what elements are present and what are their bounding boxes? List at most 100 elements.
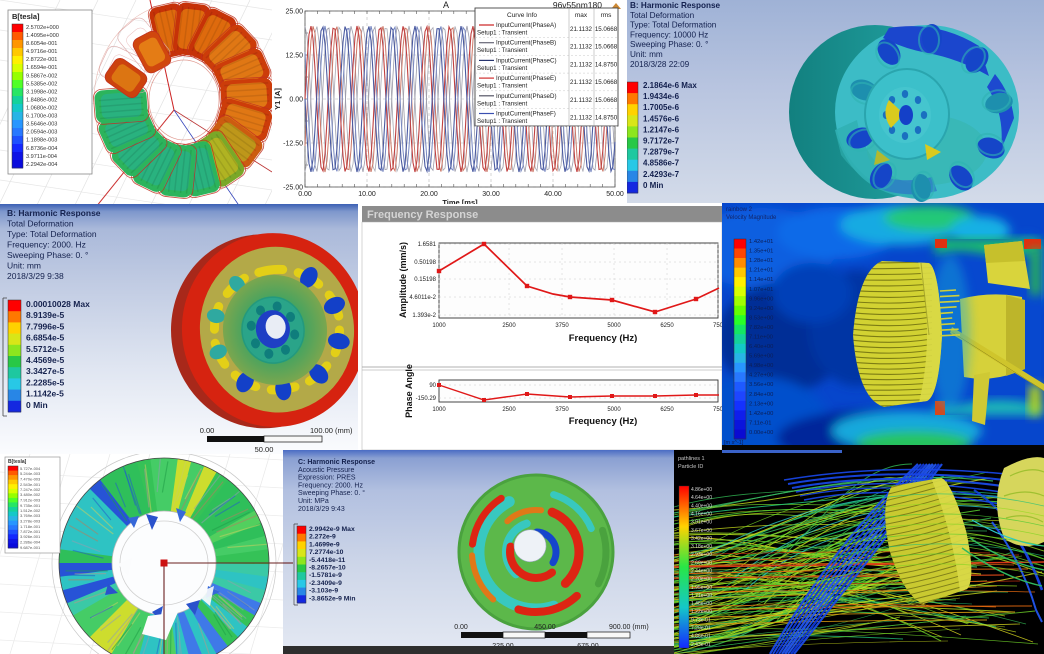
svg-text:0.00: 0.00 — [289, 97, 303, 104]
svg-text:2.9942e-9 Max: 2.9942e-9 Max — [309, 526, 355, 533]
svg-text:1.07e+01: 1.07e+01 — [749, 287, 773, 293]
svg-text:1.8486e-002: 1.8486e-002 — [26, 98, 57, 104]
svg-text:8.6054e-001: 8.6054e-001 — [26, 41, 57, 47]
svg-text:7.2774e-10: 7.2774e-10 — [309, 549, 344, 556]
svg-text:0 Min: 0 Min — [26, 400, 48, 410]
svg-text:1.393e-2: 1.393e-2 — [412, 313, 436, 319]
svg-text:3.56e+00: 3.56e+00 — [749, 382, 773, 388]
svg-text:Frequency: 10000 Hz: Frequency: 10000 Hz — [630, 30, 708, 39]
svg-text:50.00: 50.00 — [255, 445, 274, 454]
svg-text:21.1132: 21.1132 — [570, 97, 592, 104]
svg-text:3750: 3750 — [555, 323, 569, 329]
svg-text:-2.3409e-9: -2.3409e-9 — [309, 580, 342, 587]
svg-text:InputCurrent(PhaseB): InputCurrent(PhaseB) — [496, 40, 556, 47]
svg-text:96v55nm180: 96v55nm180 — [553, 0, 602, 10]
svg-text:4.27e+00: 4.27e+00 — [749, 373, 773, 379]
svg-text:5000: 5000 — [607, 407, 621, 413]
svg-text:21.1132: 21.1132 — [570, 79, 592, 86]
svg-text:5.69e+00: 5.69e+00 — [749, 354, 773, 360]
svg-text:1.4576e-6: 1.4576e-6 — [643, 114, 680, 123]
svg-text:450.00: 450.00 — [534, 624, 556, 631]
svg-text:0.15198: 0.15198 — [414, 277, 436, 283]
svg-text:2.0594e-003: 2.0594e-003 — [26, 130, 57, 136]
svg-text:2.8722e-001: 2.8722e-001 — [26, 57, 57, 63]
svg-text:3.1998e-002: 3.1998e-002 — [26, 89, 57, 95]
svg-text:0.00: 0.00 — [454, 624, 468, 631]
svg-text:3.18e+00: 3.18e+00 — [691, 544, 712, 550]
svg-text:5.727e-004: 5.727e-004 — [20, 466, 41, 471]
svg-text:9.7172e-7: 9.7172e-7 — [643, 137, 680, 146]
svg-text:4.9716e-001: 4.9716e-001 — [26, 49, 57, 55]
svg-text:1.42e+01: 1.42e+01 — [749, 239, 773, 245]
svg-text:9.96e+00: 9.96e+00 — [749, 296, 773, 302]
svg-text:2018/3/28 22:09: 2018/3/28 22:09 — [630, 60, 690, 69]
svg-text:1.7005e-6: 1.7005e-6 — [643, 103, 680, 112]
svg-text:B: Harmonic Response: B: Harmonic Response — [7, 208, 101, 218]
svg-text:[m s^-1]: [m s^-1] — [724, 440, 744, 446]
svg-text:-5.4418e-11: -5.4418e-11 — [309, 557, 346, 564]
svg-text:Unit: mm: Unit: mm — [7, 261, 41, 271]
svg-text:1.4095e+000: 1.4095e+000 — [26, 33, 59, 39]
svg-text:3.278e-003: 3.278e-003 — [20, 519, 41, 524]
svg-text:Particle ID: Particle ID — [678, 464, 703, 470]
svg-text:1.512e-002: 1.512e-002 — [20, 508, 41, 513]
svg-text:Frequency: 2000. Hz: Frequency: 2000. Hz — [298, 482, 363, 489]
svg-text:21.1132: 21.1132 — [570, 26, 592, 33]
svg-text:Setup1 : Transient: Setup1 : Transient — [477, 100, 527, 107]
svg-text:Frequency (Hz): Frequency (Hz) — [569, 333, 638, 344]
svg-text:-8.2657e-10: -8.2657e-10 — [309, 565, 346, 572]
svg-text:2018/3/29 9:38: 2018/3/29 9:38 — [7, 271, 64, 281]
svg-text:B[tesla]: B[tesla] — [12, 12, 40, 21]
svg-text:InputCurrent(PhaseE): InputCurrent(PhaseE) — [496, 75, 556, 82]
svg-text:2.84e+00: 2.84e+00 — [749, 392, 773, 398]
svg-text:Amplitude (mm/s): Amplitude (mm/s) — [398, 242, 408, 318]
svg-text:1.2147e-6: 1.2147e-6 — [643, 125, 680, 134]
svg-text:Frequency: 2000. Hz: Frequency: 2000. Hz — [7, 240, 86, 250]
svg-text:3.5646e-003: 3.5646e-003 — [26, 122, 57, 128]
svg-text:InputCurrent(PhaseD): InputCurrent(PhaseD) — [496, 93, 557, 100]
svg-text:3.67e+00: 3.67e+00 — [691, 528, 712, 534]
svg-text:21.1132: 21.1132 — [570, 115, 592, 122]
svg-text:4.6011e-2: 4.6011e-2 — [409, 295, 436, 301]
svg-text:Sweeping Phase: 0. °: Sweeping Phase: 0. ° — [630, 40, 708, 49]
svg-text:1.0680e-002: 1.0680e-002 — [26, 106, 57, 112]
svg-text:2.93e+00: 2.93e+00 — [691, 552, 712, 558]
svg-text:750: 750 — [713, 323, 722, 329]
svg-text:1.718e-001: 1.718e-001 — [20, 524, 41, 529]
svg-text:Total Deformation: Total Deformation — [630, 11, 695, 20]
svg-text:3.480e-002: 3.480e-002 — [20, 492, 41, 497]
svg-text:3.3427e-5: 3.3427e-5 — [26, 366, 65, 376]
svg-text:1000: 1000 — [432, 323, 446, 329]
svg-text:-12.50: -12.50 — [283, 141, 303, 148]
svg-text:6.1700e-003: 6.1700e-003 — [26, 114, 57, 120]
svg-text:Total Deformation: Total Deformation — [7, 219, 74, 229]
svg-text:750: 750 — [713, 407, 722, 413]
svg-text:21.1132: 21.1132 — [570, 61, 592, 68]
svg-text:C: Harmonic Response: C: Harmonic Response — [298, 459, 375, 466]
svg-text:8.53e+00: 8.53e+00 — [749, 315, 773, 321]
svg-text:2.2942e-004: 2.2942e-004 — [26, 162, 57, 168]
svg-text:InputCurrent(PhaseC): InputCurrent(PhaseC) — [496, 57, 557, 64]
svg-text:Unit: mm: Unit: mm — [630, 50, 663, 59]
svg-text:2.286e-004: 2.286e-004 — [20, 540, 41, 545]
svg-text:Unit: MPa: Unit: MPa — [298, 498, 329, 505]
svg-text:9.73e-01: 9.73e-01 — [691, 617, 711, 623]
svg-text:1.71e+00: 1.71e+00 — [691, 593, 712, 599]
svg-text:12.50: 12.50 — [285, 53, 303, 60]
svg-text:7.11e+00: 7.11e+00 — [749, 335, 773, 341]
svg-text:5.5385e-002: 5.5385e-002 — [26, 81, 57, 87]
svg-text:5000: 5000 — [607, 323, 621, 329]
svg-text:A: A — [443, 0, 449, 10]
svg-text:0.00: 0.00 — [298, 191, 312, 198]
svg-text:rainbow 2: rainbow 2 — [726, 207, 753, 213]
svg-text:15.0668: 15.0668 — [595, 44, 618, 51]
svg-text:Type: Total Deformation: Type: Total Deformation — [630, 21, 717, 30]
svg-text:2.13e+00: 2.13e+00 — [749, 401, 773, 407]
svg-text:1.95e+00: 1.95e+00 — [691, 585, 712, 591]
svg-text:2.2285e-5: 2.2285e-5 — [26, 377, 65, 387]
svg-text:2.4293e-7: 2.4293e-7 — [643, 170, 680, 179]
svg-text:pathlines 1: pathlines 1 — [678, 456, 705, 462]
svg-text:4.86e-01: 4.86e-01 — [691, 634, 711, 640]
svg-text:Frequency Response: Frequency Response — [367, 209, 478, 221]
svg-text:2.69e+00: 2.69e+00 — [691, 560, 712, 566]
